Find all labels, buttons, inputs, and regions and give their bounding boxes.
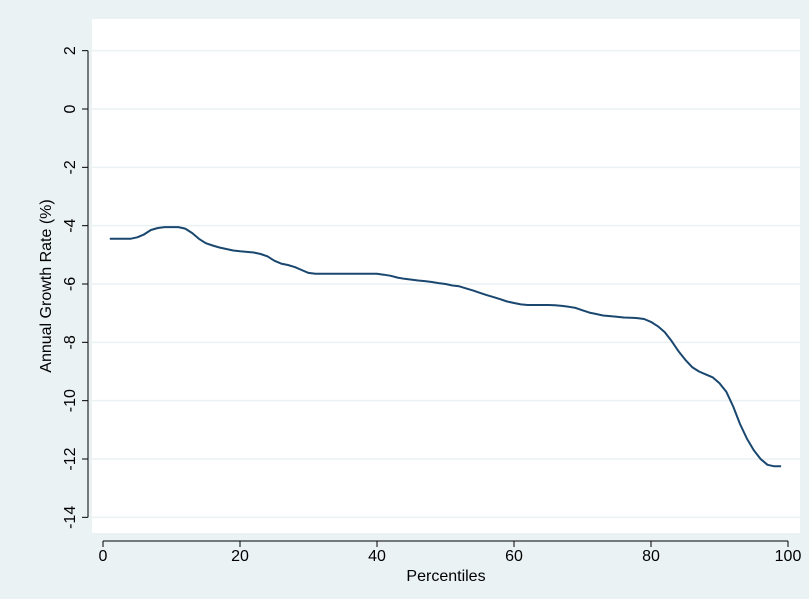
x-axis-label: Percentiles [406,568,485,585]
x-axis-ticks: 0 20 40 60 80 100 [99,541,802,565]
series-line [109,226,782,468]
y-tick-label: 2 [62,46,79,55]
x-tick-label: 40 [368,548,386,565]
y-axis-ticks: 2 0 -2 -4 -6 -8 -10 -12 -14 [62,46,88,529]
y-tick-label: -4 [62,218,79,232]
y-tick-label: -2 [62,160,79,174]
y-tick-label: -10 [62,389,79,412]
x-tick-label: 60 [505,548,523,565]
gridlines [92,49,800,519]
x-tick-label: 80 [642,548,660,565]
y-tick-label: -6 [62,277,79,291]
y-axis-label: Annual Growth Rate (%) [38,199,55,372]
x-tick-label: 0 [99,548,108,565]
y-tick-label: -12 [62,447,79,470]
x-tick-label: 20 [231,548,249,565]
y-tick-label: -14 [62,506,79,529]
x-tick-label: 100 [775,548,802,565]
y-tick-label: -8 [62,335,79,349]
plot-area [92,19,800,533]
y-tick-label: 0 [62,104,79,113]
